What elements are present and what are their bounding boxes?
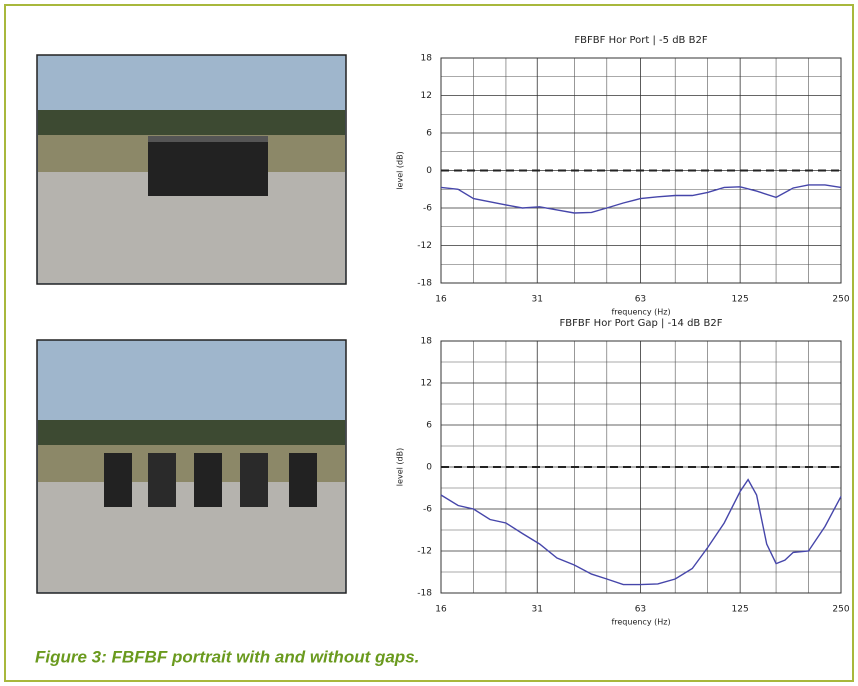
x-tick-label: 250 <box>832 605 849 615</box>
y-tick-label: -12 <box>417 547 432 557</box>
y-tick-label: 12 <box>421 91 432 101</box>
y-tick-label: 18 <box>421 337 433 347</box>
y-tick-label: 18 <box>421 54 433 64</box>
photo-2 <box>37 340 346 593</box>
y-tick-label: 0 <box>426 463 432 473</box>
x-tick-label: 63 <box>635 605 646 615</box>
x-tick-label: 125 <box>732 295 749 305</box>
x-tick-label: 31 <box>532 295 543 305</box>
x-tick-label: 31 <box>532 605 543 615</box>
chart-title: FBFBF Hor Port Gap | -14 dB B2F <box>560 318 723 329</box>
photo-1 <box>37 55 346 284</box>
y-tick-label: 6 <box>426 129 432 139</box>
y-tick-label: -6 <box>423 204 432 214</box>
x-axis-label: frequency (Hz) <box>611 308 670 317</box>
y-tick-label: -6 <box>423 505 432 515</box>
x-tick-label: 125 <box>732 605 749 615</box>
x-tick-label: 16 <box>435 295 447 305</box>
figure: Figure 3: FBFBF portrait with and withou… <box>0 0 858 686</box>
y-tick-label: 6 <box>426 421 432 431</box>
y-axis-label: level (dB) <box>396 448 405 486</box>
y-tick-label: -18 <box>417 279 432 289</box>
x-axis-label: frequency (Hz) <box>611 618 670 627</box>
y-axis-label: level (dB) <box>396 151 405 189</box>
y-tick-label: 0 <box>426 166 432 176</box>
x-tick-label: 16 <box>435 605 447 615</box>
y-tick-label: 12 <box>421 379 432 389</box>
x-tick-label: 250 <box>832 295 849 305</box>
page: Figure 3: FBFBF portrait with and withou… <box>0 0 858 686</box>
chart-title: FBFBF Hor Port | -5 dB B2F <box>574 35 707 46</box>
y-tick-label: -12 <box>417 241 432 251</box>
x-tick-label: 63 <box>635 295 646 305</box>
y-tick-label: -18 <box>417 589 432 599</box>
caption: Figure 3: FBFBF portrait with and withou… <box>35 647 419 666</box>
